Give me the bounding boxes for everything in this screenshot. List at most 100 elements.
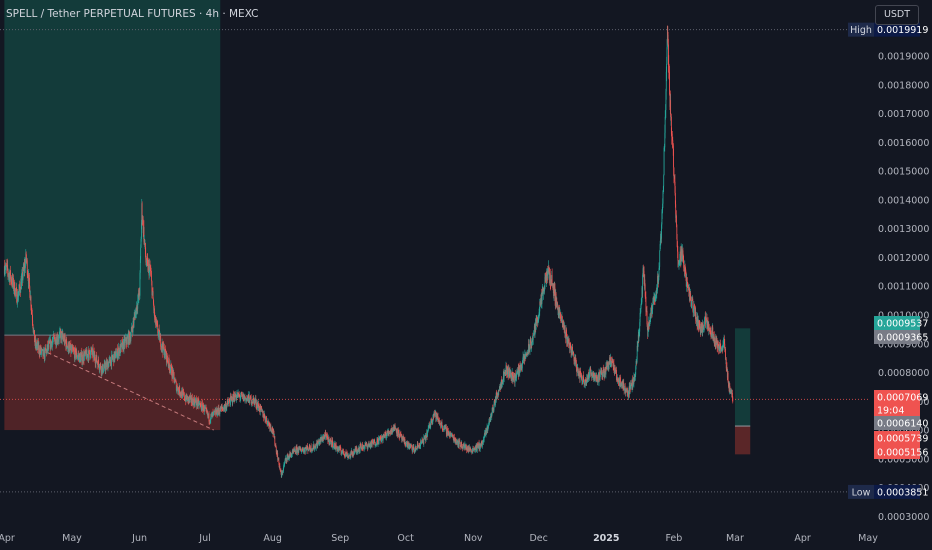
candle-body: [281, 472, 283, 478]
candle-body: [496, 393, 497, 396]
candle-body: [272, 427, 274, 432]
candle-body: [230, 396, 232, 398]
candle-body: [675, 204, 677, 218]
candle-body: [294, 449, 295, 451]
candle-body: [109, 358, 111, 363]
candle-body: [331, 442, 332, 446]
candle-body: [722, 344, 724, 350]
candle-body: [506, 371, 508, 374]
candle-body: [371, 441, 373, 442]
candle-body: [614, 367, 616, 369]
candle-body: [279, 465, 281, 470]
candle-body: [176, 386, 178, 391]
candle-body: [463, 444, 465, 446]
candle-body: [228, 401, 230, 404]
candle-body: [686, 278, 688, 287]
candle-body: [130, 330, 132, 337]
candle-body: [707, 321, 709, 327]
candle-body: [114, 354, 116, 360]
candle-body: [539, 311, 540, 313]
candle-body: [690, 300, 692, 307]
candle-body: [585, 381, 587, 383]
high-badge-tag: High: [850, 25, 872, 36]
candle-body: [487, 428, 489, 431]
candle-body: [203, 411, 205, 413]
candle-body: [332, 447, 334, 448]
candle-body: [627, 391, 629, 397]
candle-body: [712, 327, 714, 337]
candle-body: [210, 414, 212, 421]
candle-body: [668, 65, 670, 71]
candle-body: [324, 432, 326, 439]
candle-body: [186, 394, 187, 399]
candle-body: [90, 351, 91, 358]
candle-body: [392, 428, 394, 430]
candles: [3, 25, 734, 478]
candle-body: [346, 452, 348, 454]
candle-body: [522, 360, 524, 365]
candle-body: [629, 385, 631, 394]
candle-body: [143, 227, 145, 242]
candle-body: [150, 269, 151, 271]
candle-body: [353, 452, 355, 455]
candle-body: [184, 398, 186, 400]
candle-body: [207, 411, 208, 416]
candle-body: [488, 425, 489, 428]
candle-body: [223, 408, 225, 411]
candle-body: [30, 306, 32, 309]
candle-body: [278, 457, 280, 463]
candle-body: [488, 421, 490, 426]
price-label: 0.0006140: [877, 419, 928, 430]
candle-body: [515, 378, 517, 381]
candle-body: [505, 365, 507, 374]
candle-body: [54, 340, 56, 344]
candle-body: [363, 446, 365, 449]
candle-body: [516, 372, 517, 379]
candle-body: [700, 330, 702, 335]
candle-body: [89, 357, 91, 359]
candle-body: [170, 364, 172, 369]
candle-body: [11, 281, 13, 283]
candle-body: [388, 431, 390, 434]
candle-body: [405, 443, 407, 447]
candle-body: [211, 414, 212, 416]
candle-body: [440, 423, 441, 425]
candle-body: [187, 396, 189, 397]
candle-body: [537, 320, 539, 324]
candle-body: [512, 372, 513, 377]
candle-body: [681, 249, 683, 262]
right-profit-zone: [734, 328, 751, 427]
candle-body: [166, 354, 168, 360]
candle-body: [376, 438, 378, 440]
candle-body: [609, 362, 611, 365]
candle-body: [563, 320, 565, 330]
candle-body: [160, 335, 162, 347]
candle-body: [154, 308, 155, 318]
candle-body: [545, 276, 546, 279]
candle-body: [374, 441, 376, 446]
candle-body: [504, 373, 506, 376]
candle-body: [534, 329, 536, 336]
candle-body: [204, 406, 206, 409]
y-tick-label: 0.0017000: [878, 109, 929, 120]
y-tick-label: 0.0013000: [878, 224, 929, 235]
candle-body: [57, 335, 59, 342]
candle-body: [50, 341, 52, 347]
x-tick-label: Oct: [397, 533, 414, 544]
candle-body: [696, 320, 697, 322]
candle-body: [53, 336, 55, 338]
candle-body: [441, 425, 443, 430]
candle-body: [103, 363, 105, 368]
candle-body: [409, 444, 411, 447]
candle-body: [250, 396, 252, 404]
candle-body: [5, 267, 6, 270]
candle-body: [322, 437, 323, 441]
candle-body: [164, 355, 166, 357]
candle-body: [246, 397, 248, 399]
candle-body: [130, 336, 132, 342]
currency-selector[interactable]: USDT: [875, 5, 919, 25]
candle-body: [674, 176, 676, 182]
candle-body: [672, 146, 674, 149]
candle-body: [593, 373, 594, 380]
